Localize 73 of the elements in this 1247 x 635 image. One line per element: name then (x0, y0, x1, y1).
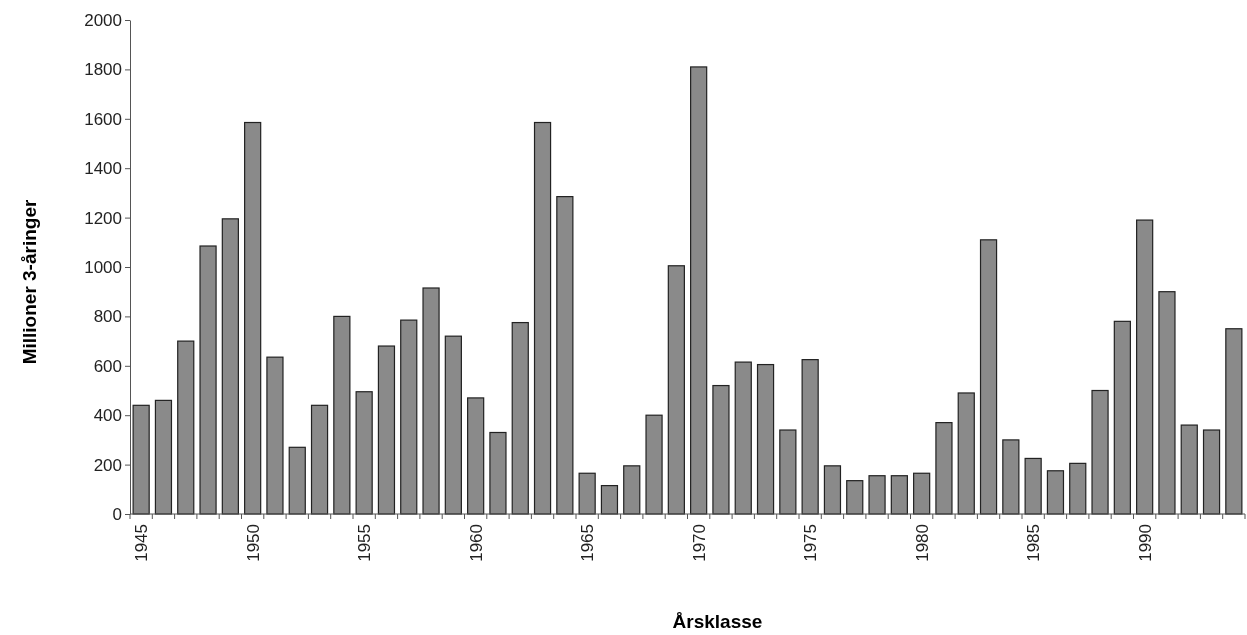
bar (1202, 429, 1221, 515)
bar (846, 480, 864, 515)
bar (355, 391, 373, 515)
bar (868, 475, 886, 515)
bar (288, 446, 306, 515)
x-tick-label: 1945 (132, 524, 152, 562)
bar (1091, 389, 1109, 515)
bar (779, 429, 797, 515)
bar (177, 340, 195, 515)
bar (556, 196, 574, 515)
bar (467, 397, 485, 515)
bar (935, 422, 953, 515)
bar (623, 465, 641, 515)
bar (310, 404, 329, 515)
y-tick-label: 1800 (84, 60, 122, 80)
bar (533, 121, 552, 515)
bar (400, 319, 418, 515)
bar (1136, 219, 1154, 515)
x-tick-label: 1950 (243, 524, 263, 562)
x-tick-label: 1975 (801, 524, 821, 562)
bar (1069, 462, 1087, 515)
bar (600, 485, 619, 515)
bar (645, 414, 663, 515)
bar (957, 392, 975, 515)
y-axis-title: Millioner 3-åringer (19, 199, 40, 365)
x-tick-label: 1990 (1135, 524, 1155, 562)
x-axis-title: Årsklasse (672, 611, 763, 632)
bar (422, 287, 440, 515)
bar (199, 245, 217, 515)
bar (578, 472, 596, 515)
bar (266, 356, 284, 515)
y-tick-label: 1000 (84, 257, 122, 277)
bar (734, 361, 752, 515)
bar (667, 265, 685, 515)
bar (890, 475, 908, 515)
y-tick-label: 0 (112, 504, 122, 524)
bar (756, 363, 775, 515)
bar (511, 321, 529, 515)
x-tick-label: 1985 (1024, 524, 1044, 562)
x-tick-label: 1955 (355, 524, 375, 562)
y-tick-label: 2000 (84, 10, 122, 30)
bar (690, 66, 708, 515)
bar (377, 345, 396, 515)
y-tick-label: 800 (93, 307, 122, 327)
bar (712, 384, 730, 515)
y-tick-label: 600 (93, 356, 122, 376)
bar (1180, 424, 1198, 515)
bar (244, 121, 262, 515)
x-tick-label: 1980 (912, 524, 932, 562)
bar (132, 404, 150, 515)
y-tick-label: 1200 (84, 208, 122, 228)
bar (1158, 291, 1176, 515)
bar (489, 431, 507, 515)
y-tick-label: 400 (93, 406, 122, 426)
bar (979, 239, 998, 515)
bar (823, 465, 842, 515)
bar (1113, 320, 1131, 515)
bar (221, 218, 239, 515)
x-tick-label: 1970 (689, 524, 709, 562)
y-tick-label: 1400 (84, 159, 122, 179)
x-tick-label: 1965 (578, 524, 598, 562)
x-tick-label: 1960 (466, 524, 486, 562)
bar (1225, 328, 1243, 515)
bar (333, 315, 351, 515)
bar (1002, 439, 1020, 515)
y-tick-label: 1600 (84, 109, 122, 129)
bar (1024, 457, 1042, 515)
bar (1046, 470, 1065, 515)
bar (913, 472, 931, 515)
y-tick-label: 200 (93, 455, 122, 475)
bar (444, 335, 462, 515)
bar (154, 399, 173, 515)
bar (801, 359, 819, 515)
